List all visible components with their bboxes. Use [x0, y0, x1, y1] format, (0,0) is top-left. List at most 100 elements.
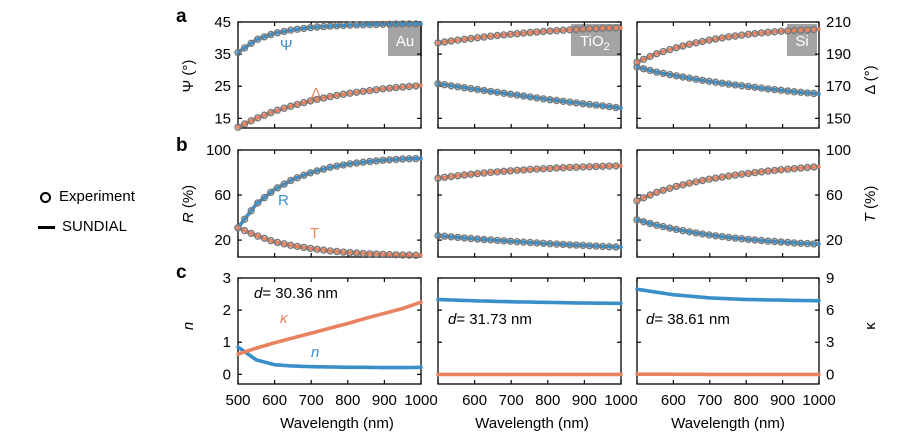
- r-axis-label-italic: R: [180, 212, 197, 223]
- panel-b-3-marker-0-554: [653, 221, 661, 229]
- panel-a-2-marker-0-536: [447, 82, 455, 90]
- panel-b-1-marker-0-770: [333, 162, 341, 170]
- n-axis-label: n: [180, 322, 197, 330]
- panel-b-3-marker-1-536: [646, 191, 654, 199]
- thickness-au-symbol: d: [254, 285, 263, 302]
- panel-b-3-y2tick-label-100: 100: [826, 142, 851, 159]
- panel-a-3-marker-1-644: [685, 40, 694, 48]
- panel-a-3-marker-0-518: [639, 64, 648, 73]
- panel-a-3-marker-0-572: [659, 69, 667, 78]
- thickness-au: d= 30.36 nm: [254, 285, 338, 302]
- panel-a-1-frame: [237, 21, 422, 129]
- panel-a-3-marker-0-554: [653, 68, 661, 76]
- t-axis-label: T (%): [862, 186, 879, 223]
- panel-a-1-marker-0-572: [260, 33, 269, 41]
- panel-a-2-marker-1-536: [447, 37, 455, 45]
- panel-c-2-xtick-label-900: 900: [572, 392, 597, 409]
- panel-a-1-marker-1-500: [234, 123, 242, 131]
- panel-b-1-frame: [237, 149, 422, 258]
- thickness-si-symbol: d: [646, 311, 655, 328]
- panel-a-3-frame: [636, 21, 820, 129]
- panel-b-3-marker-0-590: [666, 224, 674, 232]
- panel-c-3-xtick-label-600: 600: [661, 392, 686, 409]
- panel-b-3-marker-1-554: [653, 188, 661, 197]
- x-axis-label-1: Wavelength (nm): [280, 415, 394, 432]
- panel-a-3-marker-1-986: [810, 25, 818, 34]
- kappa-axis-label: κ: [862, 322, 879, 330]
- panel-a-2-marker-1-986: [612, 24, 620, 32]
- panel-a-1-ytick-label-45: 45: [214, 14, 231, 31]
- panel-a-3-marker-0-536: [646, 66, 654, 75]
- panel-label-b: b: [176, 135, 188, 156]
- panel-b-3-marker-1-986: [810, 163, 818, 171]
- panel-a-1-marker-1-590: [267, 108, 275, 117]
- badge-au-text: Au: [396, 33, 414, 50]
- thickness-tio2-value: = 31.73 nm: [456, 311, 531, 328]
- panel-a-2-marker-0-662: [493, 88, 501, 97]
- panel-a-1-marker-1-536: [247, 117, 255, 125]
- panel-b-3-marker-0-680: [698, 230, 707, 238]
- panel-b-1-marker-0-734: [319, 165, 328, 173]
- x-axis-label-2: Wavelength (nm): [475, 415, 589, 432]
- panel-b-1-marker-1-626: [280, 240, 288, 248]
- panel-a-3-marker-1-716: [711, 35, 720, 43]
- panel-b-3-y2tick-label-60: 60: [826, 187, 843, 204]
- panel-b-1-marker-1-662: [293, 242, 301, 251]
- panel-b-1-marker-0-590: [267, 188, 275, 197]
- panel-c-1-xtick-label-600: 600: [262, 392, 287, 409]
- panel-a-2-marker-0-644: [487, 87, 495, 96]
- panel-b-1-marker-0-788: [339, 161, 348, 169]
- panel-a-3-marker-1-518: [639, 55, 648, 63]
- legend-experiment-label: Experiment: [59, 188, 135, 205]
- panel-a-3-marker-0-644: [685, 74, 694, 82]
- panel-c-1-ytick-label-1: 1: [223, 334, 231, 351]
- panel-b-1-marker-1-698: [306, 244, 315, 253]
- thickness-au-value: = 30.36 nm: [262, 285, 337, 302]
- panel-a-2-marker-0-680: [500, 89, 508, 97]
- panel-b-3-line-1: [635, 164, 821, 203]
- r-axis-label: R (%): [180, 185, 197, 223]
- panel-a-3-y2tick-label-190: 190: [826, 46, 851, 63]
- panel-b-3-marker-0-572: [659, 222, 667, 231]
- panel-b-1-ytick-label-60: 60: [214, 187, 231, 204]
- thickness-tio2: d= 31.73 nm: [448, 311, 532, 328]
- badge-au: [388, 24, 422, 56]
- panel-c-3-xtick-label-700: 700: [697, 392, 722, 409]
- panel-a-1-marker-1-644: [287, 102, 295, 110]
- panel-a-1-marker-0-626: [280, 27, 288, 36]
- panel-a-2-marker-0-986: [612, 103, 620, 112]
- panel-a-3-marker-1-590: [666, 45, 674, 54]
- panel-a-2-marker-0-734: [519, 92, 528, 100]
- panel-b-1-marker-0-518: [240, 215, 249, 223]
- badge-si-text: Si: [795, 33, 808, 50]
- panel-a-3-marker-1-500: [633, 58, 641, 66]
- panel-a-1-marker-0-644: [287, 26, 295, 34]
- panel-b-1-marker-1-644: [287, 241, 295, 250]
- legend-model: SUNDIAL: [38, 218, 127, 235]
- panel-b-1-ytick-label-20: 20: [214, 232, 231, 249]
- panel-b-3-marker-0-986: [810, 240, 818, 248]
- panel-a-1-marker-1-572: [260, 111, 269, 119]
- panel-b-1-marker-1-518: [240, 226, 249, 235]
- panel-b-2-marker-1-500: [434, 174, 442, 182]
- t-axis-label-unit: (%): [862, 186, 879, 214]
- panel-b-1-marker-1-986: [412, 251, 420, 259]
- psi-axis-label: Ψ (°): [180, 60, 197, 93]
- panel-a-1-marker-1-698: [306, 97, 315, 105]
- panel-b-1-marker-0-716: [313, 167, 321, 175]
- panel-a-1-marker-1-824: [352, 88, 361, 97]
- x-axis-label-3: Wavelength (nm): [671, 415, 785, 432]
- panel-a-3-marker-1-608: [672, 44, 680, 52]
- panel-b-1-ytick-label-100: 100: [206, 142, 231, 159]
- thickness-si-value: = 38.61 nm: [654, 311, 729, 328]
- panel-a-2-marker-0-626: [480, 86, 488, 95]
- panel-a-2-marker-0-590: [467, 84, 475, 93]
- panel-a-1-marker-1-788: [339, 90, 348, 98]
- panel-b-3-marker-0-644: [685, 228, 694, 236]
- panel-b-1-marker-0-608: [273, 184, 282, 192]
- panel-a-3-y2tick-label-150: 150: [826, 110, 851, 127]
- panel-a-3-marker-0-608: [672, 72, 680, 80]
- thickness-si: d= 38.61 nm: [646, 311, 730, 328]
- panel-c-3-y2tick-label-3: 3: [826, 334, 834, 351]
